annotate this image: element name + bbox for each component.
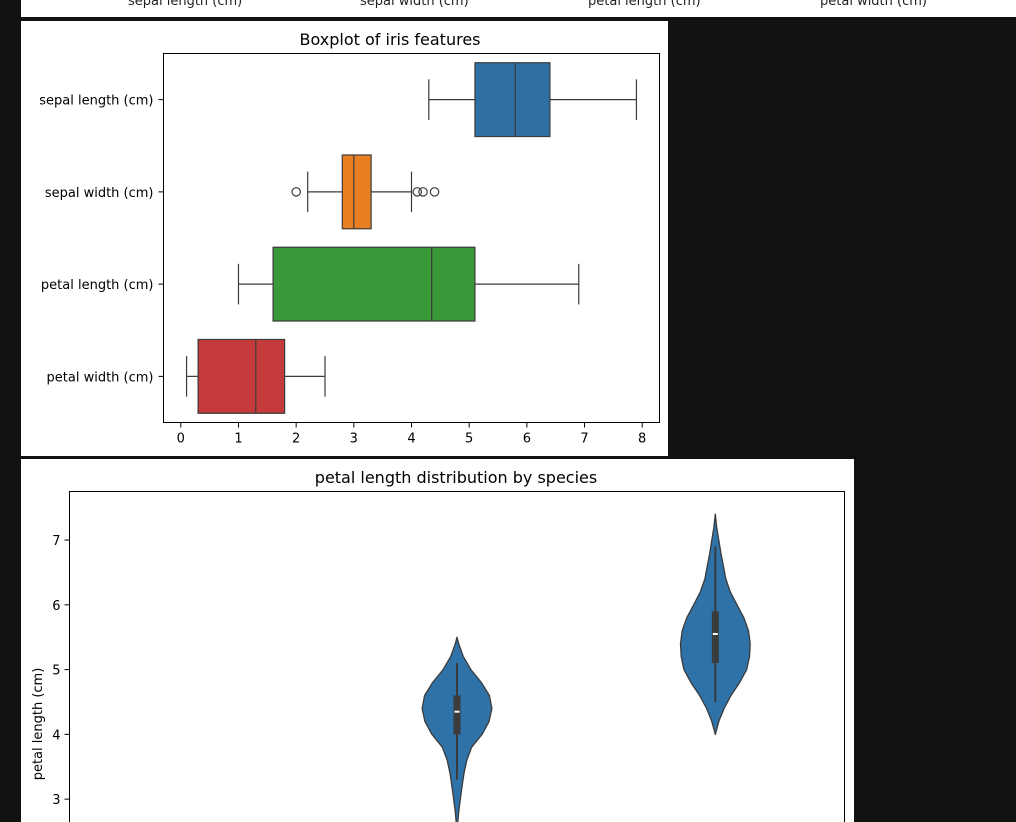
outlier-sepal-width-cm-2 [418,187,428,197]
strip-label-sepal-width: sepal width (cm) [360,0,469,9]
y-tick-label-3: 3 [52,793,60,808]
y-tick-label-7: 7 [52,534,60,549]
box-petal-length-cm [272,246,476,322]
x-tick-label-5: 5 [465,432,473,447]
y-tick-label-6: 6 [52,599,60,614]
violin-iqr-box-0 [453,695,461,735]
violin-axes-frame [69,491,845,822]
y-tick-label-sepal-length-cm: sepal length (cm) [39,94,153,109]
violin-iqr-box-1 [711,611,719,664]
boxplot-panel: Boxplot of iris features 0 1 2 3 4 5 6 7 8 sepal … [21,21,668,456]
outlier-sepal-width-cm-1 [412,187,423,197]
boxplot-chart: Boxplot of iris features 0 1 2 3 4 5 6 7 8 sepal … [39,30,660,447]
outlier-sepal-width-cm-0 [291,187,301,197]
violin-panel: petal length distribution by species pet… [21,459,854,822]
y-tick-label-5: 5 [52,664,60,679]
violin-chart: petal length distribution by species pet… [31,468,845,822]
strip-label-petal-length: petal length (cm) [588,0,701,9]
y-tick-label-sepal-width-cm: sepal width (cm) [45,186,154,201]
x-tick-label-0: 0 [177,432,185,447]
violin-title: petal length distribution by species [315,468,597,487]
y-tick-label-petal-width-cm: petal width (cm) [47,370,154,385]
y-tick-label-4: 4 [52,728,60,743]
x-tick-label-2: 2 [292,432,300,447]
x-tick-label-7: 7 [580,432,588,447]
violin-y-axis-label: petal length (cm) [31,668,46,781]
x-tick-label-6: 6 [523,432,531,447]
box-petal-width-cm [197,338,286,414]
y-tick-label-petal-length-cm: petal length (cm) [41,278,154,293]
x-tick-label-8: 8 [638,432,646,447]
boxplot-title: Boxplot of iris features [300,30,481,49]
box-sepal-width-cm [341,154,372,230]
x-tick-label-1: 1 [234,432,242,447]
strip-label-petal-width: petal width (cm) [820,0,927,9]
outlier-sepal-width-cm-3 [429,187,440,197]
box-sepal-length-cm [474,62,551,138]
x-tick-label-3: 3 [350,432,358,447]
boxplot-axes-frame [163,53,660,423]
strip-label-sepal-length: sepal length (cm) [128,0,243,9]
x-tick-label-4: 4 [407,432,415,447]
previous-chart-strip: sepal length (cm) sepal width (cm) petal… [21,0,1016,17]
